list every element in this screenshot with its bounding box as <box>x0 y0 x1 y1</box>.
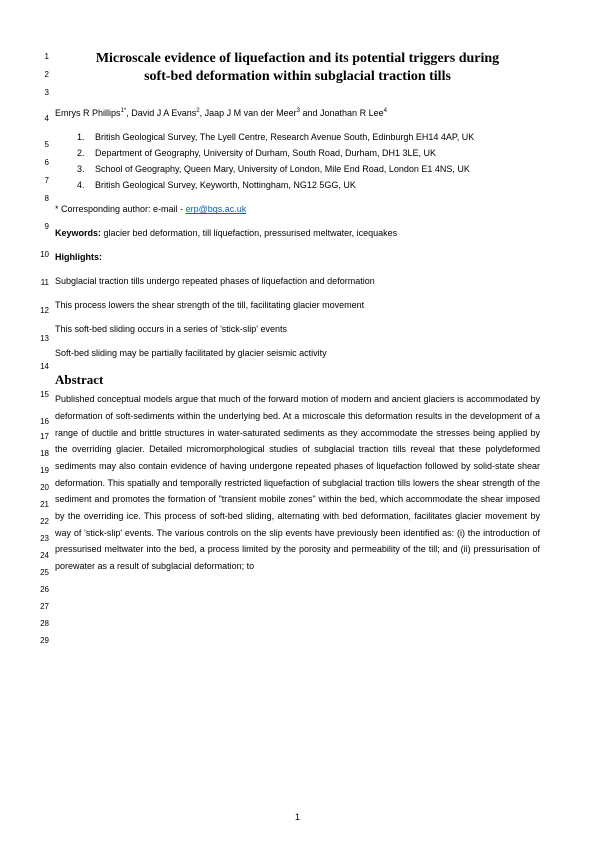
line-number: 8 <box>35 194 49 203</box>
line-number: 27 <box>35 602 49 611</box>
highlight-item: Subglacial traction tills undergo repeat… <box>55 276 540 286</box>
affiliation-number: 4. <box>77 180 95 190</box>
line-number: 15 <box>35 390 49 399</box>
line-number: 28 <box>35 619 49 628</box>
affiliation-item: 3. School of Geography, Queen Mary, Univ… <box>55 164 540 174</box>
affiliation-text: Department of Geography, University of D… <box>95 148 436 158</box>
line-number: 26 <box>35 585 49 594</box>
line-number: 24 <box>35 551 49 560</box>
affiliation-text: British Geological Survey, Keyworth, Not… <box>95 180 356 190</box>
line-number: 5 <box>35 140 49 149</box>
line-number: 16 <box>35 417 49 426</box>
author-list: Emrys R Phillips1*, David J A Evans2, Ja… <box>55 108 540 118</box>
keywords-label: Keywords: <box>55 228 101 238</box>
line-number: 23 <box>35 534 49 543</box>
line-number: 2 <box>35 70 49 79</box>
line-number: 6 <box>35 158 49 167</box>
page-number: 1 <box>0 812 595 822</box>
affiliation-number: 2. <box>77 148 95 158</box>
title-line-1: Microscale evidence of liquefaction and … <box>96 51 499 66</box>
title-line-2: soft-bed deformation within subglacial t… <box>144 69 451 84</box>
affiliation-number: 3. <box>77 164 95 174</box>
line-number: 19 <box>35 466 49 475</box>
line-number: 18 <box>35 449 49 458</box>
author: Jonathan R Lee <box>320 108 384 118</box>
line-number: 4 <box>35 114 49 123</box>
paper-title: Microscale evidence of liquefaction and … <box>55 50 540 86</box>
line-number: 10 <box>35 250 49 259</box>
affiliation-number: 1. <box>77 132 95 142</box>
corresponding-email-link[interactable]: erp@bgs.ac.uk <box>186 204 247 214</box>
line-number: 17 <box>35 432 49 441</box>
line-number: 1 <box>35 52 49 61</box>
highlight-item: This process lowers the shear strength o… <box>55 300 540 310</box>
line-number: 7 <box>35 176 49 185</box>
abstract-text: Published conceptual models argue that m… <box>55 391 540 574</box>
affiliation-text: School of Geography, Queen Mary, Univers… <box>95 164 470 174</box>
line-number: 25 <box>35 568 49 577</box>
author-affil-marker: 4 <box>384 108 387 114</box>
highlights-header: Highlights: <box>55 252 540 262</box>
line-number: 20 <box>35 483 49 492</box>
corresponding-author: * Corresponding author: e-mail - erp@bgs… <box>55 204 540 214</box>
line-number: 22 <box>35 517 49 526</box>
line-number: 12 <box>35 306 49 315</box>
affiliation-list: 1. British Geological Survey, The Lyell … <box>55 132 540 190</box>
line-number: 14 <box>35 362 49 371</box>
line-number: 13 <box>35 334 49 343</box>
highlight-item: This soft-bed sliding occurs in a series… <box>55 324 540 334</box>
keywords-line: Keywords: glacier bed deformation, till … <box>55 228 540 238</box>
line-number: 3 <box>35 88 49 97</box>
line-number: 29 <box>35 636 49 645</box>
author: Jaap J M van der Meer <box>205 108 297 118</box>
line-number: 11 <box>35 278 49 287</box>
line-number: 21 <box>35 500 49 509</box>
affiliation-item: 4. British Geological Survey, Keyworth, … <box>55 180 540 190</box>
abstract-header: Abstract <box>55 372 540 388</box>
affiliation-item: 1. British Geological Survey, The Lyell … <box>55 132 540 142</box>
keywords-text: glacier bed deformation, till liquefacti… <box>101 228 397 238</box>
affiliation-item: 2. Department of Geography, University o… <box>55 148 540 158</box>
line-number: 9 <box>35 222 49 231</box>
affiliation-text: British Geological Survey, The Lyell Cen… <box>95 132 474 142</box>
author: Emrys R Phillips <box>55 108 121 118</box>
highlight-item: Soft-bed sliding may be partially facili… <box>55 348 540 358</box>
author: David J A Evans <box>131 108 196 118</box>
corresponding-prefix: * Corresponding author: e-mail - <box>55 204 186 214</box>
